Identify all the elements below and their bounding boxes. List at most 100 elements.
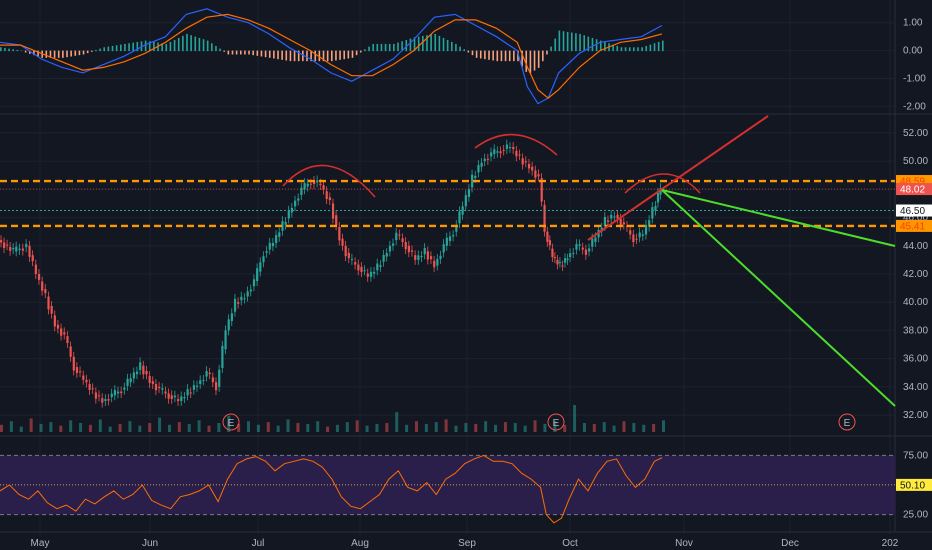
macd-histogram-bar <box>430 34 432 52</box>
macd-histogram-bar <box>322 50 325 62</box>
candle-body <box>496 151 499 153</box>
volume-bar <box>622 421 626 432</box>
candle-body <box>512 147 515 150</box>
macd-tick-label: -2.00 <box>903 101 926 112</box>
candle-body <box>581 247 584 250</box>
candle-body <box>429 256 433 260</box>
candle-body <box>659 188 662 195</box>
candle-body <box>294 200 297 207</box>
candle-body <box>610 214 613 219</box>
candle-body <box>417 255 420 260</box>
candle-body <box>85 379 88 383</box>
candle-body <box>502 149 505 151</box>
candle-body <box>75 367 79 374</box>
candle-body <box>21 248 25 251</box>
rsi-value-label: 50.10 <box>900 480 925 491</box>
macd-histogram-bar <box>144 40 147 52</box>
macd-histogram-bar <box>587 36 590 52</box>
candle-body <box>101 398 104 403</box>
candle-body <box>88 384 91 390</box>
candle-body <box>126 378 129 386</box>
macd-histogram-bar <box>339 50 341 60</box>
candle-body <box>164 391 167 394</box>
candle-body <box>341 238 344 246</box>
candle-body <box>426 251 429 260</box>
macd-histogram-bar <box>351 50 354 58</box>
candle-body <box>37 274 41 280</box>
macd-histogram-bar <box>637 47 639 52</box>
macd-histogram-bar <box>190 35 192 52</box>
candle-body <box>278 232 281 237</box>
volume-bar <box>148 423 152 432</box>
candle-body <box>44 289 47 294</box>
candle-body <box>72 356 75 371</box>
volume-bar <box>494 424 498 432</box>
volume-bar <box>464 423 468 432</box>
macd-histogram-bar <box>49 50 52 58</box>
candle-body <box>493 149 496 155</box>
price-level-label: 48.59 <box>900 177 925 188</box>
macd-histogram-bar <box>364 49 366 52</box>
macd-histogram-bar <box>244 50 246 55</box>
candle-body <box>79 371 82 373</box>
candle-body <box>256 268 259 282</box>
candle-body <box>474 175 477 179</box>
macd-histogram-bar <box>331 50 333 62</box>
candle-body <box>376 263 379 271</box>
candle-body <box>177 399 180 401</box>
candle-body <box>534 170 537 178</box>
macd-histogram-bar <box>579 33 581 52</box>
macd-histogram-bar <box>310 50 312 62</box>
candle-body <box>588 248 591 252</box>
macd-histogram-bar <box>140 41 143 52</box>
macd-histogram-bar <box>384 43 387 52</box>
candle-body <box>572 252 575 254</box>
candle-body <box>208 372 211 375</box>
volume-bar <box>444 419 448 432</box>
macd-histogram-bar <box>285 50 288 61</box>
macd-histogram-bar <box>57 50 60 58</box>
candle-body <box>158 386 161 388</box>
candle-body <box>145 370 148 375</box>
x-tick-label: Dec <box>781 538 799 549</box>
macd-histogram-bar <box>612 44 614 52</box>
macd-histogram-bar <box>388 43 391 52</box>
x-tick-label: Aug <box>351 538 369 549</box>
price-tick-label: 40.00 <box>903 297 928 308</box>
macd-histogram-bar <box>504 50 507 62</box>
candle-body <box>91 388 94 390</box>
macd-histogram-bar <box>525 50 528 72</box>
candle-body <box>25 244 28 248</box>
candle-body <box>369 271 373 277</box>
macd-line <box>0 8 663 105</box>
candle-body <box>594 237 597 243</box>
candle-body <box>524 161 527 163</box>
candle-body <box>309 183 313 185</box>
candle-body <box>448 236 452 242</box>
macd-histogram-bar <box>604 41 606 52</box>
macd-histogram-bar <box>66 50 68 58</box>
candle-body <box>335 215 338 226</box>
volume-bar <box>128 421 132 432</box>
candle-body <box>471 174 474 188</box>
volume-bar <box>513 423 517 432</box>
volume-bar <box>69 420 73 432</box>
volume-bar <box>316 421 320 432</box>
macd-histogram-bar <box>293 50 296 62</box>
price-level-label: 45.41 <box>900 221 925 232</box>
price-level-label: 48.02 <box>900 185 925 196</box>
macd-histogram-bar <box>103 47 106 52</box>
volume-bar <box>266 422 270 432</box>
candle-body <box>467 189 471 197</box>
volume-bar <box>247 421 251 432</box>
volume-bar <box>573 405 577 432</box>
candle-body <box>641 234 644 236</box>
macd-histogram-bar <box>215 45 217 52</box>
macd-histogram-bar <box>165 43 168 52</box>
macd-histogram-bar <box>326 50 329 62</box>
macd-tick-label: 1.00 <box>903 18 923 29</box>
macd-histogram-bar <box>136 41 139 52</box>
candle-body <box>31 255 34 262</box>
candle-body <box>41 281 44 291</box>
